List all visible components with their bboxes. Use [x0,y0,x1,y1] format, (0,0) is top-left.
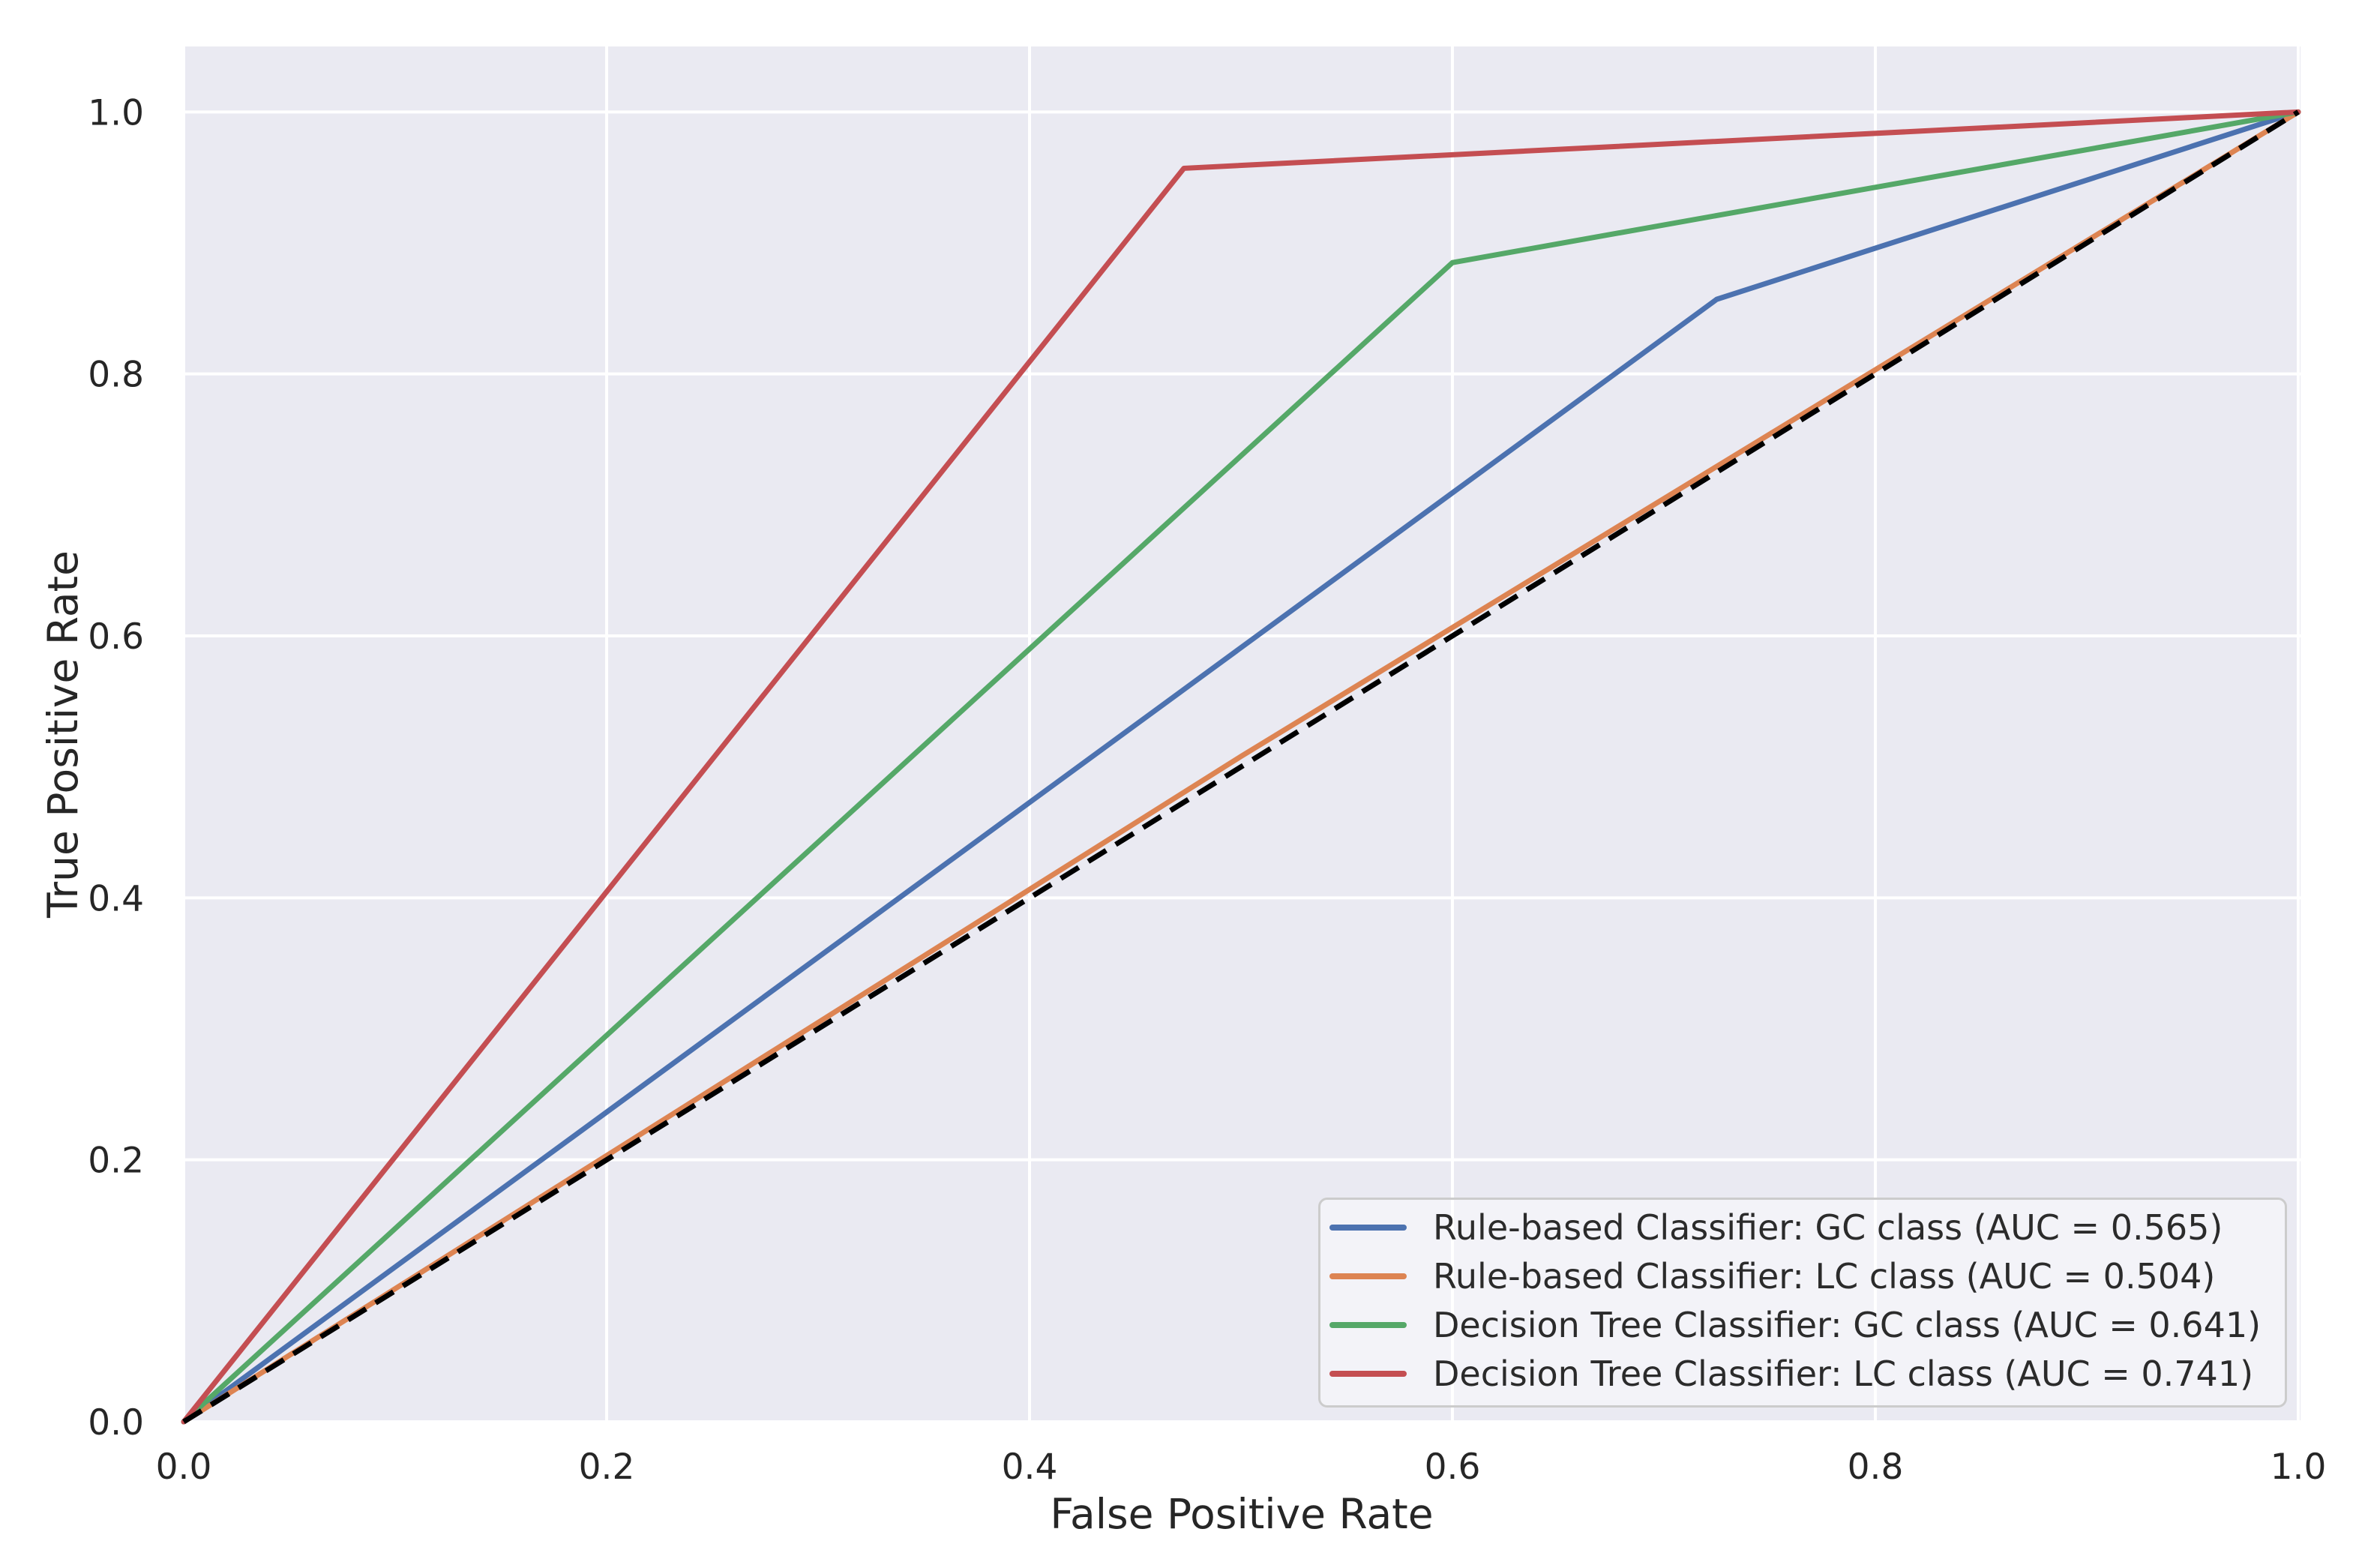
x-tick-label: 0.6 [1425,1447,1481,1488]
y-tick-label: 0.0 [88,1402,144,1444]
legend-entry: Decision Tree Classifier: LC class (AUC … [1320,1349,2285,1398]
x-tick-labels: 0.0 0.2 0.4 0.6 0.8 1.0 [156,1447,2327,1488]
legend-swatch [1329,1224,1407,1231]
roc-curve [181,109,2301,1425]
x-tick-label: 1.0 [2271,1447,2327,1488]
series-lines [181,109,2301,1425]
legend-entry: Rule-based Classifier: GC class (AUC = 0… [1320,1203,2285,1252]
x-tick-label: 0.2 [579,1447,635,1488]
legend-label: Rule-based Classifier: GC class (AUC = 0… [1433,1207,2223,1248]
legend-swatch [1329,1321,1407,1328]
chance-diagonal-line [182,109,2300,1424]
y-tick-label: 0.4 [88,878,144,919]
x-tick-label: 0.0 [156,1447,212,1488]
roc-curve [181,109,2301,1425]
roc-curve [181,109,2301,1425]
x-tick-label: 0.8 [1848,1447,1904,1488]
y-axis-label: True Positive Rate [39,550,87,919]
legend-swatch [1329,1370,1407,1377]
x-tick-label: 0.4 [1002,1447,1058,1488]
plot-area [184,46,2301,1422]
grid-lines [182,46,2301,1423]
y-tick-label: 0.8 [88,355,144,396]
y-tick-labels: 0.0 0.2 0.4 0.6 0.8 1.0 [88,92,144,1444]
x-axis-label: False Positive Rate [1050,1490,1433,1538]
legend-entry: Rule-based Classifier: LC class (AUC = 0… [1320,1252,2285,1300]
legend-label: Rule-based Classifier: LC class (AUC = 0… [1433,1255,2216,1297]
roc-curve [181,109,2301,1425]
legend-entry: Decision Tree Classifier: GC class (AUC … [1320,1300,2285,1349]
y-tick-label: 0.2 [88,1141,144,1182]
y-tick-label: 0.6 [88,616,144,658]
legend-label: Decision Tree Classifier: GC class (AUC … [1433,1304,2262,1345]
legend-swatch [1329,1273,1407,1279]
legend-label: Decision Tree Classifier: LC class (AUC … [1433,1353,2254,1394]
y-tick-label: 1.0 [88,92,144,133]
legend: Rule-based Classifier: GC class (AUC = 0… [1318,1198,2287,1408]
